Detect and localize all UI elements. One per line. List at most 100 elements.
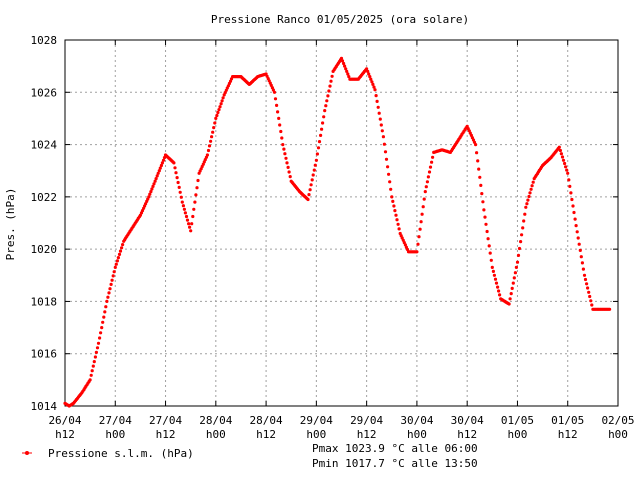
data-point: [379, 123, 383, 127]
data-point: [288, 175, 292, 179]
data-point: [430, 160, 434, 164]
data-point: [563, 161, 567, 166]
data-point: [578, 248, 582, 252]
data-point: [206, 148, 211, 153]
x-tick-label-hour: h12: [256, 428, 276, 441]
data-point: [481, 200, 485, 204]
data-point: [193, 200, 197, 204]
y-tick-label: 1024: [31, 139, 58, 152]
data-point: [311, 173, 315, 177]
data-point: [394, 213, 398, 217]
data-point: [488, 251, 492, 255]
x-tick-label-date: 26/04: [48, 414, 81, 427]
x-tick-label-date: 28/04: [199, 414, 232, 427]
data-point: [586, 286, 590, 290]
data-point: [283, 152, 287, 156]
data-point: [383, 150, 388, 154]
data-point: [572, 210, 576, 215]
data-point: [152, 182, 156, 186]
data-point: [367, 72, 371, 76]
x-tick-label-date: 29/04: [350, 414, 383, 427]
data-point: [279, 129, 283, 134]
data-point: [345, 69, 349, 73]
data-point: [159, 163, 163, 168]
data-point: [100, 326, 104, 330]
data-point: [214, 116, 218, 120]
data-point: [306, 197, 310, 202]
data-point: [160, 161, 164, 165]
data-point: [157, 169, 161, 173]
data-point: [325, 99, 329, 103]
data-point: [368, 75, 372, 79]
data-point: [195, 186, 199, 190]
data-point: [176, 180, 180, 185]
data-point: [421, 205, 425, 209]
data-point: [513, 271, 518, 275]
data-point: [273, 97, 278, 101]
data-point: [180, 200, 184, 204]
data-point: [326, 94, 330, 98]
data-point: [483, 215, 487, 219]
data-point: [111, 274, 115, 278]
pmax-annotation: Pmax 1023.9 °C alle 06:00: [312, 442, 478, 455]
data-point: [121, 243, 125, 247]
data-point: [117, 252, 122, 256]
data-point: [521, 226, 525, 230]
data-point: [156, 171, 160, 175]
data-point: [116, 256, 120, 260]
data-point: [573, 217, 577, 221]
data-point: [378, 117, 382, 121]
x-tick-label-date: 02/05: [601, 414, 634, 427]
data-point: [567, 178, 571, 182]
data-point: [389, 187, 393, 191]
data-point: [96, 341, 101, 345]
data-point: [559, 152, 564, 156]
data-point: [512, 276, 516, 280]
data-point: [526, 198, 530, 202]
data-point: [184, 214, 189, 219]
data-point: [498, 293, 502, 297]
legend-marker: [22, 451, 32, 455]
data-point: [120, 246, 124, 250]
x-tick-label-hour: h00: [105, 428, 125, 441]
data-point: [177, 185, 181, 189]
data-point: [570, 197, 574, 202]
data-point: [566, 171, 570, 175]
data-point: [577, 242, 581, 246]
data-point: [369, 77, 373, 81]
data-point: [339, 56, 344, 60]
data-point: [148, 192, 152, 196]
data-point: [315, 152, 319, 156]
data-point: [151, 184, 155, 188]
data-point: [485, 229, 489, 234]
data-point: [324, 104, 328, 108]
data-point: [579, 255, 583, 259]
data-point: [109, 282, 113, 286]
data-point: [185, 218, 190, 222]
data-point: [519, 240, 523, 244]
x-tick-label-date: 01/05: [551, 414, 584, 427]
data-point: [425, 180, 429, 184]
data-point: [276, 110, 280, 114]
x-tick-label-hour: h00: [306, 428, 326, 441]
data-point: [113, 265, 117, 269]
data-point: [213, 121, 217, 125]
data-point: [221, 96, 225, 100]
data-point: [322, 115, 326, 119]
data-point: [381, 135, 385, 139]
x-tick-label-hour: h00: [407, 428, 427, 441]
data-point: [192, 207, 196, 211]
data-point: [426, 175, 430, 179]
data-points: [63, 56, 612, 408]
data-point: [509, 292, 513, 296]
data-point: [492, 273, 496, 277]
data-point: [196, 178, 200, 183]
data-point: [508, 297, 512, 301]
data-point: [277, 116, 281, 120]
data-point: [328, 84, 332, 88]
x-tick-label-hour: h00: [206, 428, 226, 441]
data-point: [482, 208, 486, 212]
data-point: [182, 207, 186, 211]
data-point: [529, 187, 533, 191]
